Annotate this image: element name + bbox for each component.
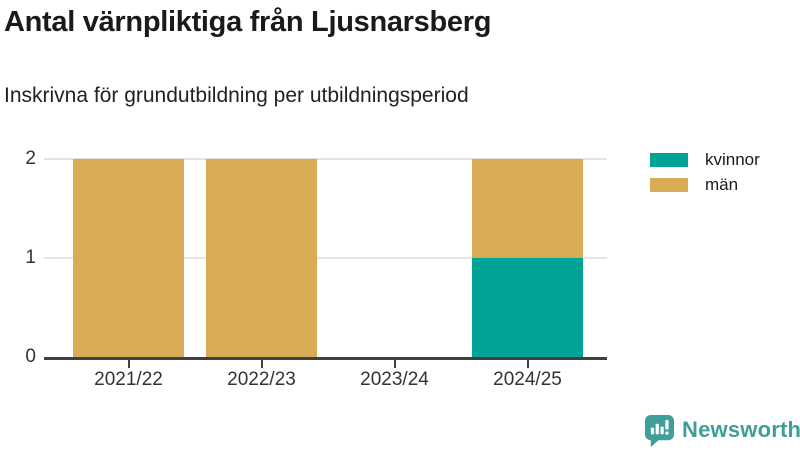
x-axis-label: 2022/23 (227, 369, 296, 390)
gridline (44, 257, 607, 259)
gridline (44, 158, 607, 160)
x-axis-label: 2023/24 (360, 369, 429, 390)
chart-title: Antal värnpliktiga från Ljusnarsberg (4, 6, 492, 38)
legend-swatch (650, 177, 688, 192)
legend-item-män: män (650, 174, 760, 194)
bar-segment-män (206, 159, 317, 357)
chart-subtitle: Inskrivna för grundutbildning per utbild… (4, 84, 469, 107)
legend-item-kvinnor: kvinnor (650, 149, 760, 169)
brand-footer: Newsworthy (644, 414, 800, 447)
legend-label: kvinnor (705, 149, 760, 169)
x-axis-label: 2024/25 (493, 369, 562, 390)
x-axis-label: 2021/22 (94, 369, 163, 390)
newsworthy-logo-icon (644, 415, 675, 447)
bar-segment-män (472, 159, 583, 258)
y-axis-label: 0 (25, 346, 36, 367)
x-axis-line (44, 357, 607, 360)
x-axis-tick (127, 360, 130, 368)
bar-segment-kvinnor (472, 258, 583, 357)
legend-swatch (650, 152, 688, 167)
y-axis-label: 1 (25, 247, 36, 268)
legend: kvinnor män (650, 149, 760, 201)
legend-label: män (705, 174, 739, 194)
x-axis-tick (260, 360, 263, 368)
x-axis-tick (393, 360, 396, 368)
bar-segment-män (73, 159, 184, 357)
x-axis-tick (526, 360, 529, 368)
y-axis-label: 2 (25, 148, 36, 169)
brand-name: Newsworthy (682, 417, 800, 442)
